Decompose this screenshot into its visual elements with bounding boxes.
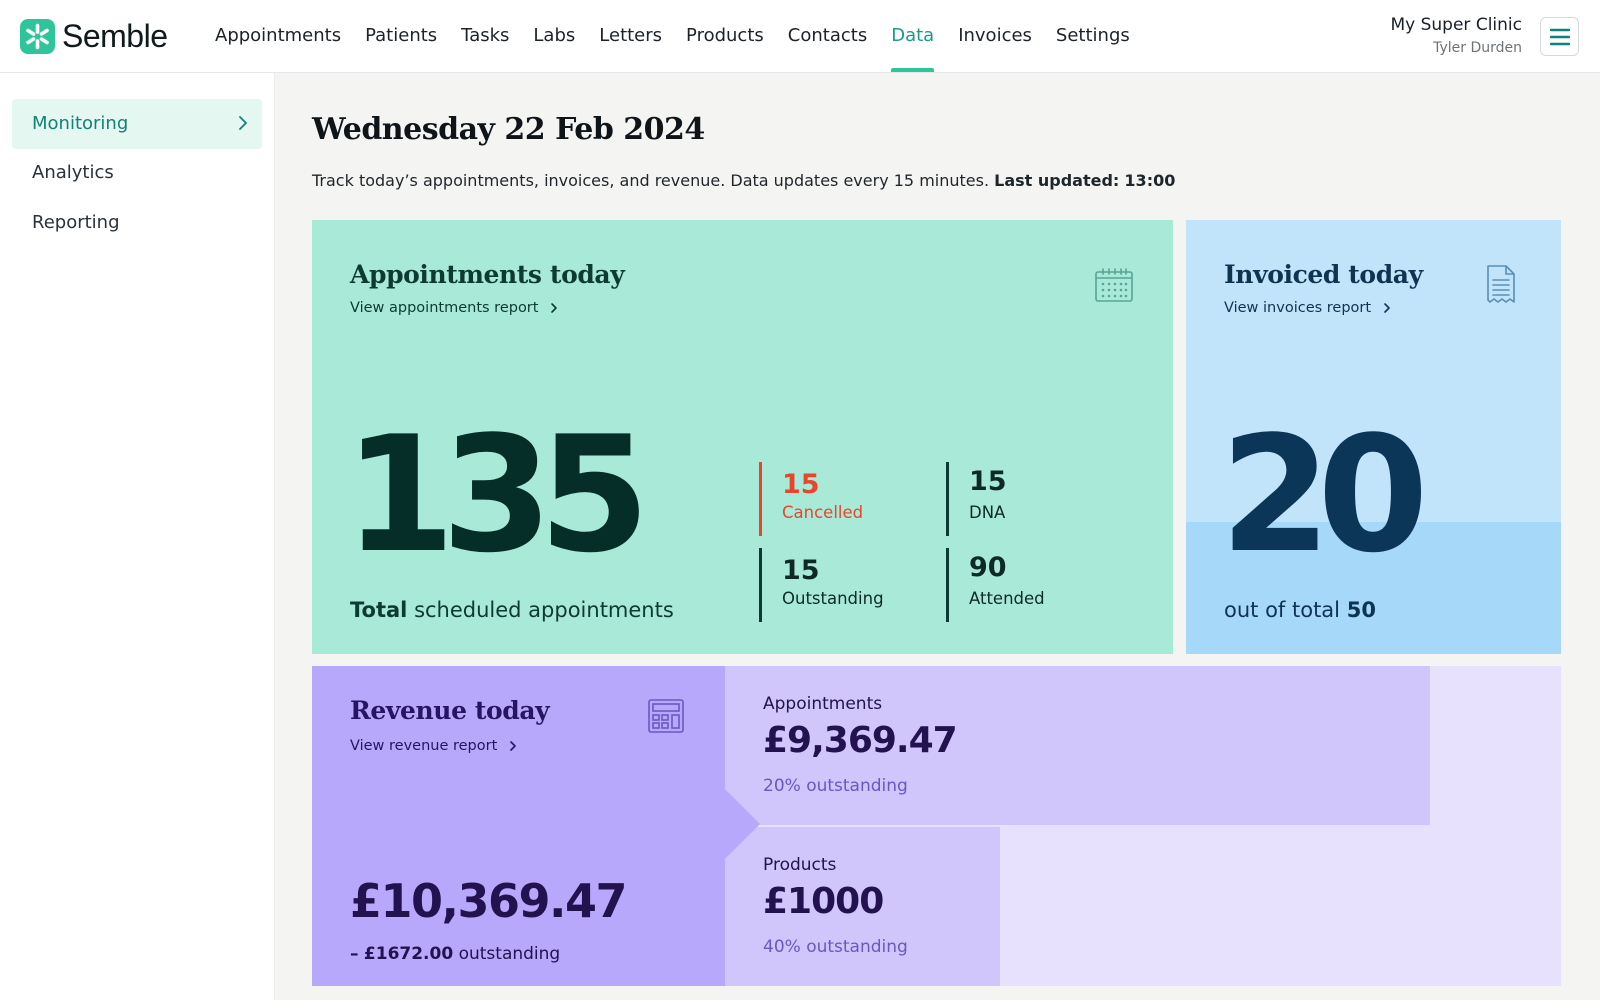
total-label-rest: scheduled appointments (414, 598, 674, 622)
sidebar: Monitoring Analytics Reporting (0, 73, 275, 1000)
chevron-right-icon (551, 303, 558, 313)
stat-dna: 15 DNA (946, 462, 1116, 536)
last-updated-time: 13:00 (1124, 171, 1176, 190)
sidebar-item-analytics[interactable]: Analytics (12, 148, 262, 198)
stat-label: Cancelled (782, 503, 864, 522)
invoiced-title: Invoiced today (1224, 260, 1423, 289)
stat-label: Outstanding (782, 589, 884, 608)
nav-labs[interactable]: Labs (533, 25, 576, 46)
nav-settings[interactable]: Settings (1055, 25, 1130, 46)
stat-cancelled: 15 Cancelled (759, 462, 929, 536)
revenue-appointments-panel: Appointments £9,369.47 20% outstanding (725, 666, 1430, 825)
link-label: View invoices report (1224, 300, 1372, 316)
chevron-right-icon (1384, 303, 1390, 313)
stat-label: DNA (969, 503, 1006, 522)
revenue-card: Revenue today View revenue report £10,36… (312, 666, 762, 986)
sidebar-item-label: Analytics (32, 162, 114, 183)
page-title: Wednesday 22 Feb 2024 (312, 112, 705, 147)
stat-outstanding: 15 Outstanding (759, 548, 929, 622)
last-updated-label: Last updated: (994, 171, 1120, 190)
chevron-right-icon (510, 741, 517, 751)
stat-value: 90 (969, 552, 1007, 583)
revenue-title: Revenue today (350, 696, 550, 725)
out-of-total-text: out of total (1224, 598, 1341, 622)
stat-attended: 90 Attended (946, 548, 1116, 622)
revenue-appointments-label: Appointments (763, 694, 883, 714)
appointments-total-label: Total scheduled appointments (350, 598, 674, 622)
revenue-total: £10,369.47 (350, 874, 628, 928)
page-description: Track today’s appointments, invoices, an… (312, 171, 1175, 190)
revenue-appointments-value: £9,369.47 (763, 720, 958, 761)
total-label-bold: Total (350, 598, 408, 622)
stat-value: 15 (782, 469, 820, 500)
stat-value: 15 (969, 466, 1007, 497)
nav-contacts[interactable]: Contacts (787, 25, 868, 46)
hamburger-menu-icon (1550, 28, 1570, 46)
brand-name: Semble (62, 17, 168, 54)
stat-value: 15 (782, 555, 820, 586)
account-switcher[interactable]: My Super Clinic Tyler Durden (1390, 14, 1522, 60)
sidebar-item-label: Reporting (32, 212, 120, 233)
link-label: View appointments report (350, 300, 539, 316)
user-name: Tyler Durden (1433, 40, 1522, 56)
semble-logo-icon (20, 18, 55, 54)
nav-appointments[interactable]: Appointments (215, 25, 342, 46)
main-nav: Appointments Patients Tasks Labs Letters… (203, 0, 1142, 72)
nav-patients[interactable]: Patients (365, 25, 438, 46)
revenue-products-label: Products (763, 855, 837, 875)
revenue-products-outstanding: 40% outstanding (763, 937, 908, 957)
receipt-icon (1487, 265, 1515, 303)
appointments-card: Appointments today View appointments rep… (312, 220, 1173, 654)
view-revenue-report-link[interactable]: View revenue report (350, 738, 517, 754)
clinic-name: My Super Clinic (1390, 15, 1522, 35)
revenue-appointments-outstanding: 20% outstanding (763, 776, 908, 796)
revenue-outstanding: – £1672.00 outstanding (350, 944, 560, 964)
description-text: Track today’s appointments, invoices, an… (312, 171, 990, 190)
invoiced-count: 20 (1220, 401, 1429, 588)
sidebar-item-reporting[interactable]: Reporting (12, 198, 262, 248)
link-label: View revenue report (350, 738, 498, 754)
chevron-right-icon (239, 116, 247, 130)
outstanding-label: outstanding (458, 944, 561, 964)
view-invoices-report-link[interactable]: View invoices report (1224, 300, 1391, 316)
nav-letters[interactable]: Letters (599, 25, 663, 46)
view-appointments-report-link[interactable]: View appointments report (350, 300, 558, 316)
invoiced-card: Invoiced today View invoices report 20 o… (1186, 220, 1561, 654)
semble-logo[interactable]: Semble (20, 18, 168, 54)
invoiced-total: 50 (1346, 598, 1376, 622)
top-navigation-bar: Semble Appointments Patients Tasks Labs … (0, 0, 1600, 73)
calendar-icon (1095, 268, 1133, 302)
nav-invoices[interactable]: Invoices (958, 25, 1032, 46)
revenue-products-value: £1000 (763, 881, 884, 922)
menu-button[interactable] (1540, 17, 1579, 56)
outstanding-amount: £1672.00 (363, 944, 454, 964)
nav-data[interactable]: Data (879, 0, 946, 72)
sidebar-item-monitoring[interactable]: Monitoring (12, 99, 262, 149)
revenue-products-panel: Products £1000 40% outstanding (725, 827, 1000, 986)
appointments-total: 135 (344, 401, 650, 588)
nav-products[interactable]: Products (686, 25, 764, 46)
sidebar-item-label: Monitoring (32, 113, 129, 134)
invoiced-progress-fill (1186, 522, 1561, 654)
nav-tasks[interactable]: Tasks (461, 25, 510, 46)
invoiced-total-label: out of total 50 (1224, 598, 1376, 622)
stat-label: Attended (969, 589, 1045, 608)
appointments-title: Appointments today (350, 260, 625, 289)
outstanding-prefix: – (350, 944, 359, 964)
calculator-icon (648, 699, 684, 733)
revenue-card-shape (312, 666, 760, 986)
